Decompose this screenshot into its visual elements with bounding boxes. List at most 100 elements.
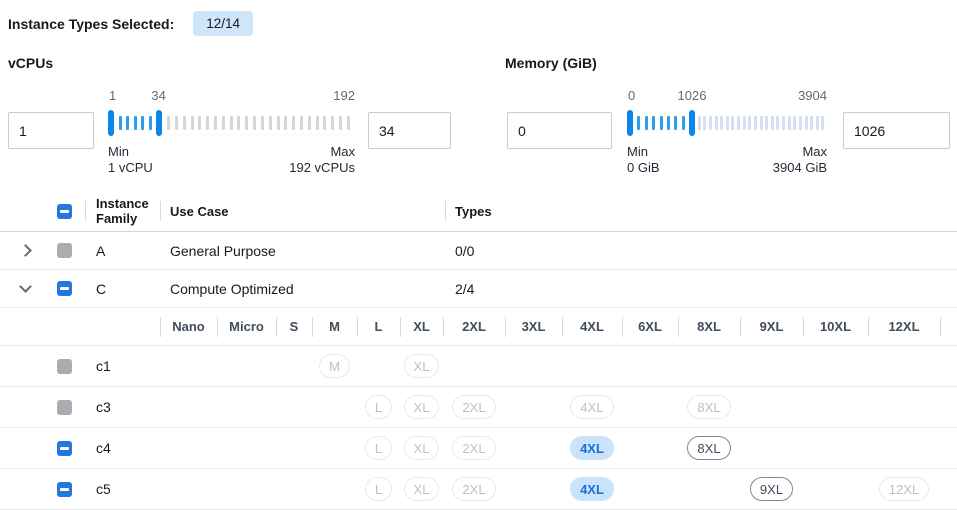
- slider-min-handle[interactable]: [627, 110, 633, 136]
- size-chip[interactable]: 4XL: [570, 477, 614, 501]
- vcpus-range-slider[interactable]: 1 34 192 Min 1 vCPU Max 192 vCPUs: [108, 88, 355, 176]
- slider-tick: [174, 116, 178, 130]
- family-checkbox[interactable]: [57, 281, 72, 296]
- family-name: A: [96, 242, 106, 259]
- instance-checkbox: [57, 358, 72, 374]
- slider-tick: [253, 116, 257, 130]
- use-case: General Purpose: [170, 242, 276, 259]
- slider-tick: [753, 116, 757, 130]
- vcpus-section-label: vCPUs: [8, 55, 54, 71]
- slider-tick: [770, 116, 774, 130]
- slider-tick: [346, 116, 350, 130]
- slider-tick: [637, 116, 641, 130]
- expand-chevron-icon[interactable]: [19, 244, 32, 257]
- instance-name: c5: [96, 481, 111, 497]
- size-column-header: 12XL: [868, 308, 940, 345]
- slider-tick: [299, 116, 303, 130]
- slider-tick: [148, 116, 152, 130]
- slider-tick: [118, 116, 122, 130]
- slider-tick: [798, 116, 802, 130]
- instance-checkbox: [57, 399, 72, 415]
- memory-min-value: 0 GiB: [627, 160, 660, 175]
- size-chip: 8XL: [687, 395, 731, 419]
- memory-min-input[interactable]: [507, 112, 612, 149]
- size-column-header: L: [357, 308, 400, 345]
- slider-tick: [804, 116, 808, 130]
- instance-family-table: Instance Family Use Case Types A General …: [0, 191, 957, 510]
- size-chip: 2XL: [452, 436, 496, 460]
- slider-tick: [776, 116, 780, 130]
- size-columns-header-row: Nano Micro S M L XL 2XL 3XL 4XL 6XL 8XL 9XL 10XL 12XL: [0, 308, 957, 346]
- slider-tick: [652, 116, 656, 130]
- slider-max-handle[interactable]: [689, 110, 695, 136]
- slider-tick: [742, 116, 746, 130]
- table-header-row: Instance Family Use Case Types: [0, 191, 957, 232]
- size-column-header: 8XL: [678, 308, 740, 345]
- instance-checkbox[interactable]: [57, 481, 72, 497]
- column-header-types: Types: [445, 191, 957, 231]
- size-column-header: 3XL: [505, 308, 562, 345]
- slider-tick: [190, 116, 194, 130]
- slider-tick: [708, 116, 712, 130]
- slider-tick: [323, 116, 327, 130]
- slider-tick: [284, 116, 288, 130]
- size-chip: XL: [403, 477, 440, 501]
- size-chip: XL: [403, 354, 440, 378]
- size-column-header: XL: [400, 308, 443, 345]
- size-column-header: 4XL: [562, 308, 622, 345]
- slider-tick: [759, 116, 763, 130]
- memory-range-slider[interactable]: 0 1026 3904 Min 0 GiB Max 3904 GiB: [627, 88, 827, 176]
- size-chip[interactable]: 8XL: [687, 436, 731, 460]
- column-header-instance-family: Instance Family: [85, 191, 160, 231]
- slider-tick: [810, 116, 814, 130]
- size-chip: 4XL: [570, 395, 614, 419]
- selection-summary: Instance Types Selected: 12/14: [8, 11, 254, 36]
- family-name: C: [96, 280, 107, 297]
- slider-tick: [815, 116, 819, 130]
- size-chip: 12XL: [878, 477, 930, 501]
- size-chip: XL: [403, 436, 440, 460]
- memory-filter-group: 0 1026 3904 Min 0 GiB Max 3904 GiB: [507, 88, 950, 183]
- slider-tick: [260, 116, 264, 130]
- family-row: C Compute Optimized 2/4: [0, 270, 957, 308]
- instance-checkbox[interactable]: [57, 440, 72, 456]
- instance-row: c1 M XL: [0, 346, 957, 387]
- slider-tick: [681, 116, 685, 130]
- size-column-header: 2XL: [443, 308, 505, 345]
- slider-tick: [292, 116, 296, 130]
- slider-tick: [214, 116, 218, 130]
- slider-tick: [276, 116, 280, 130]
- slider-tick: [787, 116, 791, 130]
- select-all-checkbox[interactable]: [57, 203, 72, 219]
- vcpus-min-value: 1 vCPU: [108, 160, 153, 175]
- vcpus-slider-track[interactable]: [108, 109, 355, 137]
- memory-max-input[interactable]: [843, 112, 950, 149]
- slider-tick: [644, 116, 648, 130]
- slider-tick: [245, 116, 249, 130]
- family-row: A General Purpose 0/0: [0, 232, 957, 270]
- slider-tick: [720, 116, 724, 130]
- size-chip: L: [364, 477, 393, 501]
- slider-tick: [237, 116, 241, 130]
- types-count: 0/0: [455, 242, 475, 259]
- use-case: Compute Optimized: [170, 280, 294, 297]
- slider-tick: [714, 116, 718, 130]
- vcpus-slider-end-label: 192: [333, 88, 355, 103]
- slider-tick: [229, 116, 233, 130]
- collapse-chevron-icon[interactable]: [19, 280, 32, 293]
- slider-tick: [821, 116, 825, 130]
- slider-max-handle[interactable]: [156, 110, 163, 136]
- slider-min-handle[interactable]: [108, 110, 114, 136]
- memory-section-label: Memory (GiB): [505, 55, 597, 71]
- slider-tick: [126, 116, 130, 130]
- size-chip[interactable]: 9XL: [749, 477, 794, 501]
- slider-tick: [674, 116, 678, 130]
- vcpus-max-input[interactable]: [368, 112, 451, 149]
- size-chip[interactable]: 4XL: [570, 436, 614, 460]
- memory-slider-track[interactable]: [627, 109, 827, 137]
- vcpus-min-input[interactable]: [8, 112, 94, 149]
- size-column-header: 6XL: [622, 308, 678, 345]
- instance-row: c4 L XL 2XL 4XL 8XL: [0, 428, 957, 469]
- vcpus-slider-current-label: 34: [151, 88, 166, 103]
